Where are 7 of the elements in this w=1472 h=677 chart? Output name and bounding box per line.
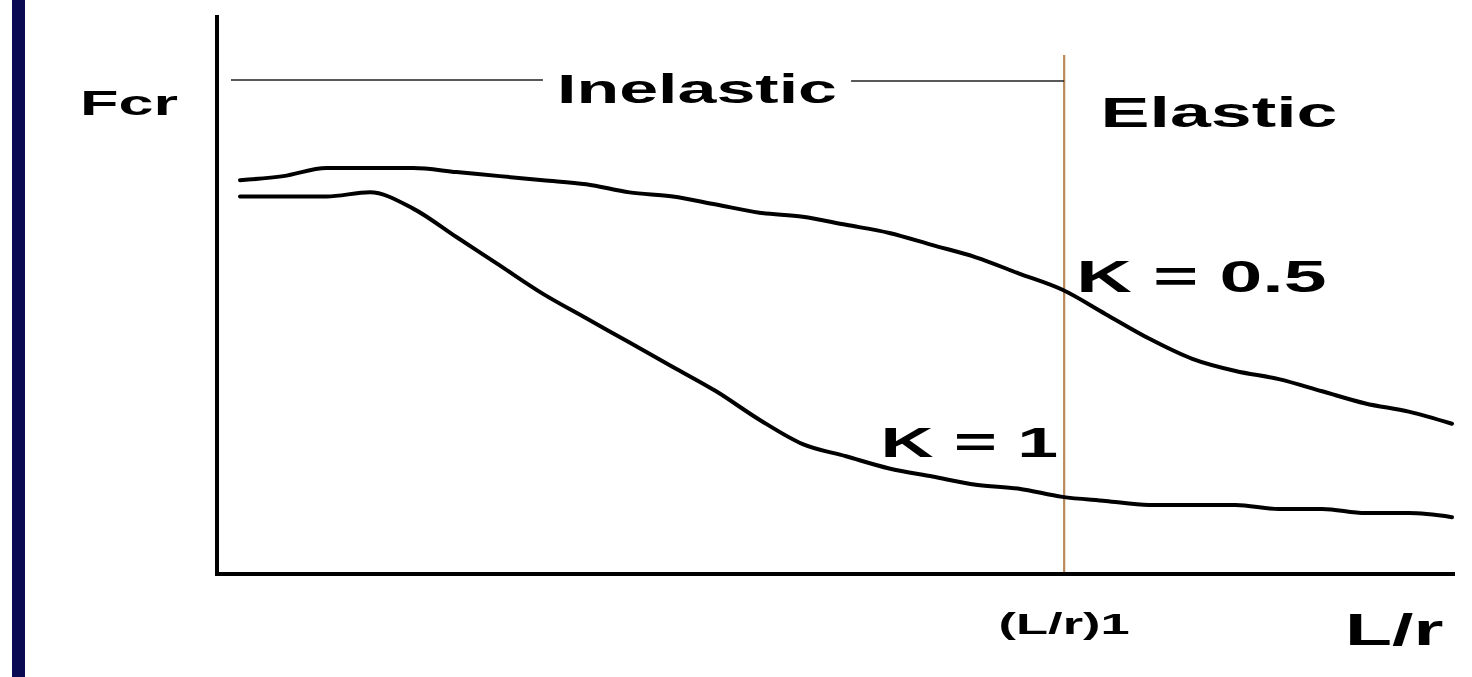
text: (L/r)1 — [998, 606, 1130, 641]
x-axis-title: L/r — [1345, 605, 1444, 655]
y-axis-title: Fcr — [80, 82, 179, 123]
series-label: K = 1 — [880, 418, 1059, 466]
text: Inelastic — [556, 66, 838, 112]
series-label: K = 0.5 — [1076, 251, 1327, 301]
text: Elastic — [1100, 89, 1338, 137]
